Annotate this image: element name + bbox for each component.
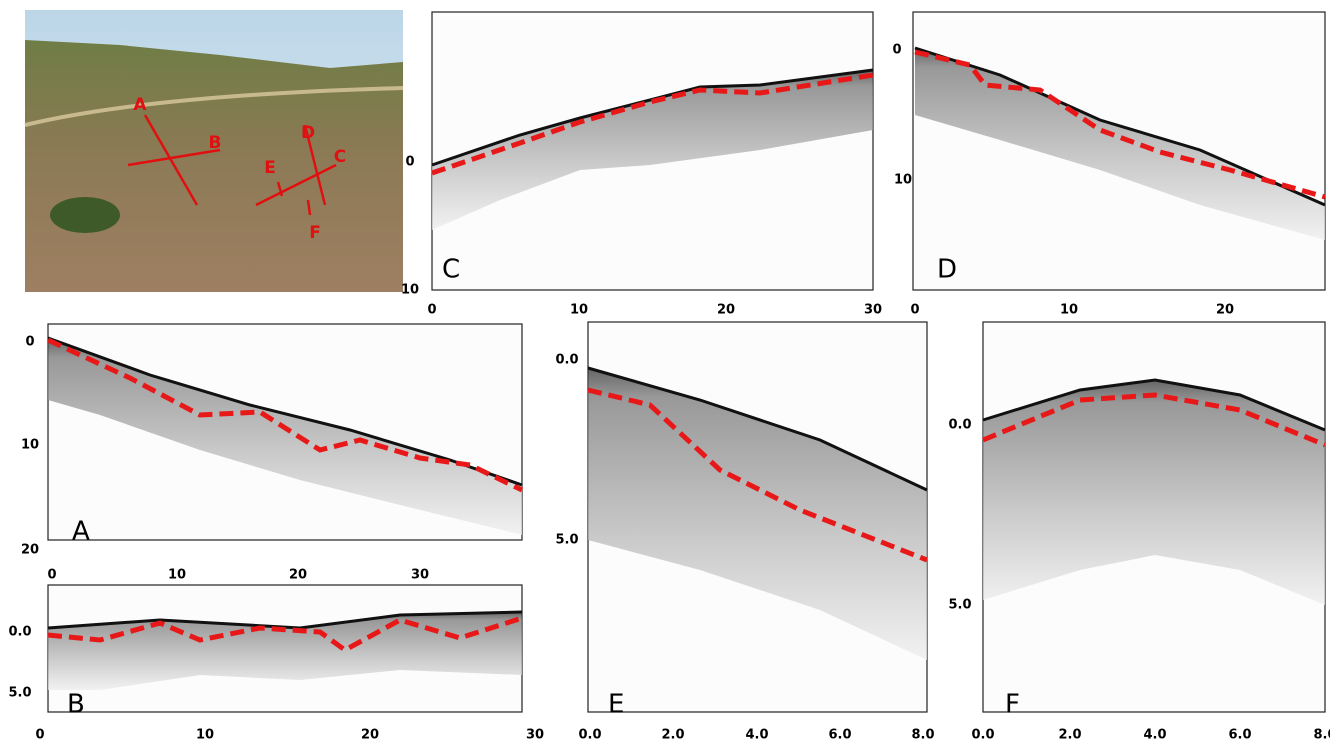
x-tick-label: 4.0 — [745, 728, 768, 743]
y-tick-label: 0.0 — [555, 353, 578, 368]
y-tick-label: 0 — [405, 155, 414, 170]
y-tick-label: 20 — [21, 543, 39, 558]
y-tick-label: 10 — [21, 438, 39, 453]
radargram — [983, 380, 1325, 605]
x-tick-label: 10 — [196, 728, 214, 743]
panel-label: E — [608, 690, 624, 720]
x-tick-label: 8.0 — [1313, 728, 1330, 743]
y-tick-label: 0.0 — [8, 625, 31, 640]
x-tick-label: 0 — [910, 303, 919, 318]
interpreted-interface — [587, 387, 928, 563]
panel-label: D — [937, 255, 957, 285]
surface-reflection — [914, 46, 1326, 207]
y-tick-label: 10 — [894, 173, 912, 188]
y-tick-label: 0.0 — [948, 418, 971, 433]
x-tick-label: 8.0 — [911, 728, 934, 743]
photo-label: C — [334, 147, 346, 167]
photo-label: E — [264, 158, 276, 178]
photo-label: D — [301, 123, 315, 143]
site-photo — [24, 10, 404, 292]
x-tick-label: 10 — [570, 303, 588, 318]
y-tick-label: 0 — [25, 335, 34, 350]
photo-label: B — [209, 133, 222, 153]
panel-label: C — [442, 255, 460, 285]
y-tick-label: 10 — [401, 283, 419, 298]
x-tick-label: 0.0 — [971, 728, 994, 743]
surface-reflection — [47, 610, 523, 630]
photo-label: A — [133, 95, 147, 115]
x-tick-label: 4.0 — [1143, 728, 1166, 743]
x-tick-label: 10 — [1060, 303, 1078, 318]
panel-label: A — [72, 517, 90, 547]
x-tick-label: 30 — [864, 303, 882, 318]
x-tick-label: 10 — [168, 568, 186, 583]
radargram — [48, 338, 522, 535]
x-tick-label: 20 — [1216, 303, 1234, 318]
radargram — [588, 368, 927, 660]
photo-label: F — [309, 223, 321, 243]
interpreted-interface — [47, 615, 523, 653]
x-tick-label: 20 — [361, 728, 379, 743]
x-tick-label: 30 — [411, 568, 429, 583]
y-tick-label: 5.0 — [8, 686, 31, 701]
x-tick-label: 0 — [35, 728, 44, 743]
panel-label: F — [1005, 690, 1020, 720]
y-tick-label: 5.0 — [948, 598, 971, 613]
radargram — [432, 70, 873, 230]
photo-bush — [50, 197, 120, 233]
interpreted-interface — [431, 72, 874, 176]
y-tick-label: 5.0 — [555, 533, 578, 548]
x-tick-label: 0 — [427, 303, 436, 318]
x-tick-label: 2.0 — [661, 728, 684, 743]
radargram — [48, 612, 522, 690]
photo-hillside — [25, 40, 403, 292]
panel-label: B — [67, 690, 85, 720]
y-tick-label: 0 — [892, 43, 901, 58]
x-tick-label: 6.0 — [1228, 728, 1251, 743]
interpreted-interface — [914, 49, 1326, 200]
interpreted-interface — [46, 337, 524, 493]
x-tick-label: 0 — [47, 568, 56, 583]
x-tick-label: 0.0 — [578, 728, 601, 743]
profile-lines — [127, 114, 337, 216]
radargram — [915, 48, 1325, 240]
x-tick-label: 20 — [717, 303, 735, 318]
x-tick-label: 2.0 — [1058, 728, 1081, 743]
surface-reflection — [982, 378, 1326, 432]
surface-reflection — [431, 68, 874, 167]
interpreted-interface — [982, 392, 1326, 448]
x-tick-label: 30 — [526, 728, 544, 743]
surface-reflection — [587, 366, 928, 492]
x-tick-label: 20 — [289, 568, 307, 583]
photo-track — [24, 86, 404, 127]
x-tick-label: 6.0 — [828, 728, 851, 743]
